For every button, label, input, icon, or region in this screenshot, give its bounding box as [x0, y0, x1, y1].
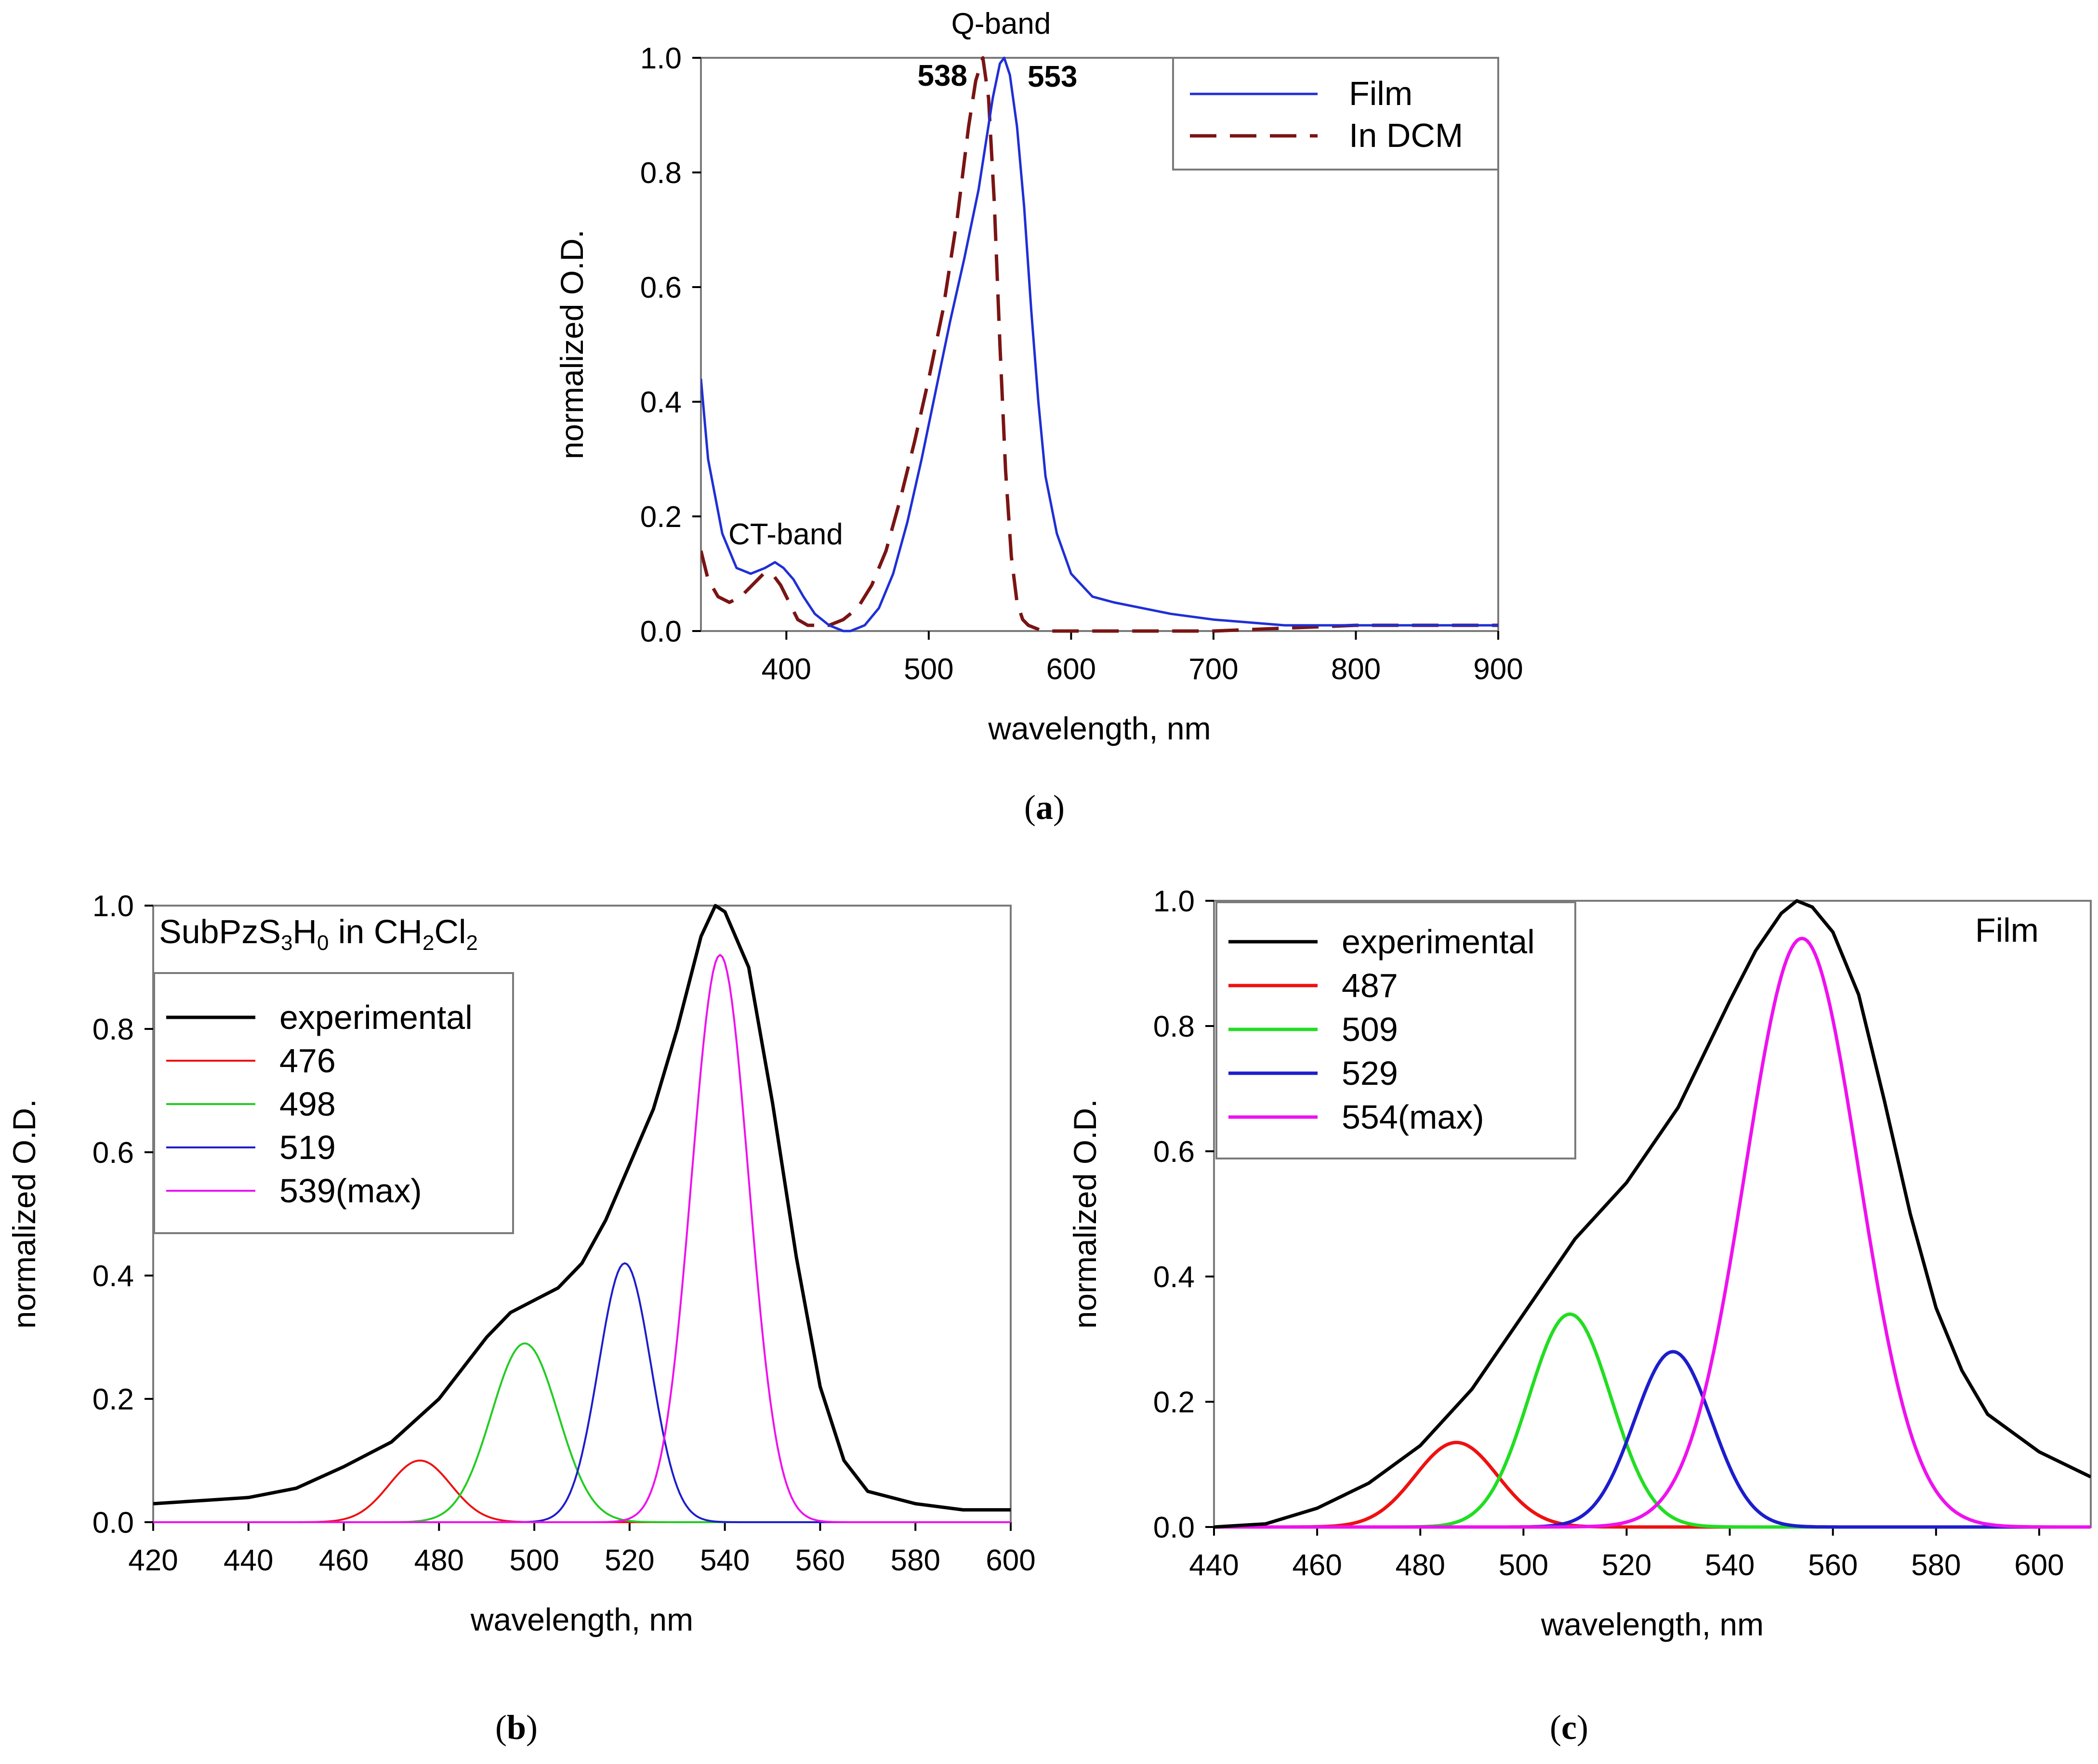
- y-tick-label: 0.8: [1153, 1010, 1195, 1043]
- experimental-line: [153, 904, 1011, 1512]
- legend-label: 476: [279, 1042, 336, 1079]
- panel-letter: b: [507, 1708, 526, 1747]
- plot-title-annotation: SubPzS3H0 in CH2Cl2: [159, 913, 478, 955]
- panel-label-b: (b): [495, 1708, 538, 1747]
- y-tick-label: 1.0: [1153, 885, 1195, 918]
- x-tick-label: 400: [762, 653, 811, 686]
- y-tick-label: 0.6: [92, 1136, 134, 1170]
- y-tick-label: 0.2: [92, 1383, 134, 1416]
- x-tick-label: 500: [509, 1544, 559, 1577]
- title-text: Cl: [434, 913, 466, 950]
- experimental-line: [1214, 899, 2091, 1529]
- y-axis-label: normalized O.D.: [6, 1099, 42, 1329]
- legend-label: 554(max): [1342, 1098, 1484, 1136]
- x-tick-label: 900: [1473, 653, 1523, 686]
- x-tick-label: 520: [605, 1544, 654, 1577]
- panel-label-a: (a): [1024, 788, 1065, 827]
- y-tick-label: 0.4: [92, 1260, 134, 1293]
- y-tick-label: 0.0: [92, 1506, 134, 1540]
- x-tick-label: 600: [986, 1544, 1035, 1577]
- y-tick-label: 0.4: [640, 386, 682, 419]
- subscript: 0: [317, 931, 329, 955]
- x-tick-label: 420: [128, 1544, 178, 1577]
- x-tick-label: 560: [1808, 1549, 1858, 1582]
- x-tick-label: 480: [1396, 1549, 1445, 1582]
- annotation-peak-538: 538: [918, 59, 967, 92]
- x-tick-label: 540: [1705, 1549, 1755, 1582]
- legend-label-in-dcm: In DCM: [1349, 117, 1463, 154]
- legend-label: 519: [279, 1129, 336, 1166]
- legend-label: 498: [279, 1085, 336, 1123]
- component-line-539max: [153, 954, 1011, 1523]
- x-tick-label: 440: [224, 1544, 273, 1577]
- x-tick-label: 560: [795, 1544, 845, 1577]
- annotation-ct-band: CT-band: [728, 518, 843, 551]
- panel-letter: c: [1561, 1708, 1577, 1747]
- x-tick-label: 700: [1188, 653, 1238, 686]
- y-axis-label: normalized O.D.: [1067, 1099, 1103, 1329]
- x-axis-label: wavelength, nm: [470, 1602, 693, 1637]
- series-line-film: [701, 56, 1498, 632]
- plot-title-annotation: Film: [1975, 911, 2039, 949]
- y-tick-label: 0.2: [640, 500, 682, 534]
- x-tick-label: 440: [1189, 1549, 1239, 1582]
- y-tick-label: 0.8: [640, 157, 682, 190]
- legend-label: 539(max): [279, 1172, 422, 1210]
- x-axis-label: wavelength, nm: [1541, 1606, 1764, 1642]
- component-line-554max: [1214, 936, 2091, 1529]
- x-tick-label: 500: [1499, 1549, 1548, 1582]
- component-line-519: [153, 1262, 1011, 1523]
- y-tick-label: 0.6: [640, 271, 682, 304]
- legend-label-film: Film: [1349, 75, 1412, 112]
- y-tick-label: 0.4: [1153, 1261, 1195, 1294]
- legend-label: experimental: [279, 999, 473, 1036]
- y-axis-label: normalized O.D.: [554, 230, 590, 460]
- y-tick-label: 0.8: [92, 1013, 134, 1046]
- subscript: 2: [422, 931, 434, 955]
- legend-label: 509: [1342, 1011, 1398, 1048]
- legend-label: experimental: [1342, 923, 1535, 961]
- subscript: 3: [281, 931, 292, 955]
- x-axis-label: wavelength, nm: [988, 711, 1211, 746]
- x-tick-label: 800: [1331, 653, 1381, 686]
- x-tick-label: 600: [2014, 1549, 2064, 1582]
- annotation-peak-553: 553: [1028, 60, 1077, 93]
- panel-letter: a: [1036, 788, 1053, 827]
- x-tick-label: 600: [1046, 653, 1096, 686]
- series-line-in-dcm: [701, 56, 1498, 633]
- legend-label: 487: [1342, 967, 1398, 1004]
- y-tick-label: 0.6: [1153, 1135, 1195, 1169]
- annotation-q-band: Q-band: [951, 7, 1051, 40]
- x-tick-label: 580: [890, 1544, 940, 1577]
- x-tick-label: 460: [319, 1544, 369, 1577]
- y-tick-label: 1.0: [92, 890, 134, 923]
- x-tick-label: 520: [1602, 1549, 1651, 1582]
- x-tick-label: 480: [414, 1544, 464, 1577]
- title-text: SubPzS: [159, 913, 281, 950]
- y-tick-label: 0.0: [1153, 1511, 1195, 1544]
- legend-label: 529: [1342, 1054, 1398, 1092]
- y-tick-label: 1.0: [640, 42, 682, 75]
- y-tick-label: 0.2: [1153, 1386, 1195, 1419]
- x-tick-label: 500: [904, 653, 953, 686]
- title-text: H: [292, 913, 317, 950]
- y-tick-label: 0.0: [640, 615, 682, 648]
- x-tick-label: 580: [1911, 1549, 1961, 1582]
- x-tick-label: 460: [1292, 1549, 1342, 1582]
- legend-box: [1172, 57, 1499, 171]
- panel-label-c: (c): [1550, 1708, 1588, 1747]
- subscript: 2: [466, 931, 478, 955]
- title-text: in CH: [329, 913, 422, 950]
- x-tick-label: 540: [700, 1544, 750, 1577]
